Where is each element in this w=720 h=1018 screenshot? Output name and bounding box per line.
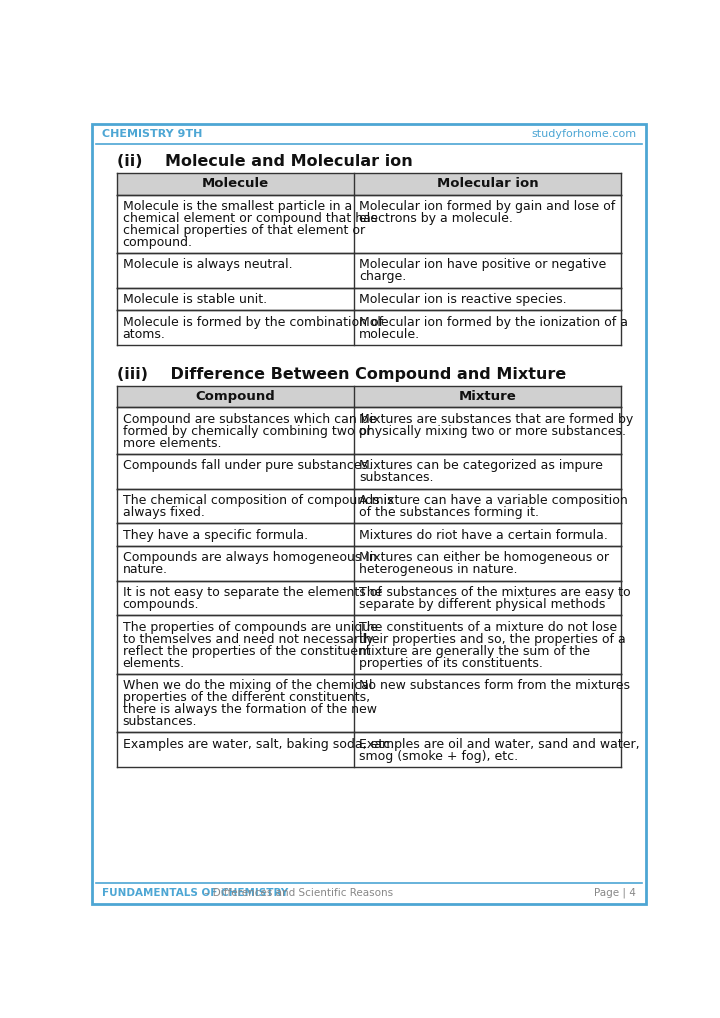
Text: (iii)    Difference Between Compound and Mixture: (iii) Difference Between Compound and Mi…	[117, 366, 567, 382]
Text: more elements.: more elements.	[122, 437, 221, 450]
Text: Molecular ion is reactive species.: Molecular ion is reactive species.	[359, 293, 567, 306]
Text: substances.: substances.	[122, 715, 197, 728]
Text: The chemical composition of compounds is: The chemical composition of compounds is	[122, 494, 393, 507]
Text: Molecule is formed by the combination of: Molecule is formed by the combination of	[122, 316, 382, 329]
Text: mixture are generally the sum of the: mixture are generally the sum of the	[359, 644, 590, 658]
Text: When we do the mixing of the chemical: When we do the mixing of the chemical	[122, 679, 372, 692]
Text: studyforhome.com: studyforhome.com	[531, 129, 636, 139]
Text: charge.: charge.	[359, 271, 407, 283]
Text: Mixture: Mixture	[459, 390, 516, 403]
Text: to themselves and need not necessarily: to themselves and need not necessarily	[122, 632, 373, 645]
Text: substances.: substances.	[359, 471, 434, 485]
Text: compound.: compound.	[122, 236, 192, 248]
Text: Molecule: Molecule	[202, 177, 269, 190]
Text: Molecular ion: Molecular ion	[436, 177, 538, 190]
Text: – Differences and Scientific Reasons: – Differences and Scientific Reasons	[201, 888, 393, 898]
Text: electrons by a molecule.: electrons by a molecule.	[359, 212, 513, 225]
Text: Page | 4: Page | 4	[595, 888, 636, 898]
Text: molecule.: molecule.	[359, 328, 420, 341]
Text: chemical properties of that element or: chemical properties of that element or	[122, 224, 364, 237]
FancyBboxPatch shape	[91, 124, 647, 904]
Text: The constituents of a mixture do not lose: The constituents of a mixture do not los…	[359, 621, 618, 634]
Text: physically mixing two or more substances.: physically mixing two or more substances…	[359, 425, 626, 438]
Text: (ii)    Molecule and Molecular ion: (ii) Molecule and Molecular ion	[117, 154, 413, 169]
Text: Mixtures can either be homogeneous or: Mixtures can either be homogeneous or	[359, 552, 609, 564]
Text: Molecular ion have positive or negative: Molecular ion have positive or negative	[359, 259, 606, 272]
Text: always fixed.: always fixed.	[122, 506, 204, 519]
Text: properties of the different constituents,: properties of the different constituents…	[122, 691, 369, 704]
Text: Molecule is the smallest particle in a: Molecule is the smallest particle in a	[122, 200, 352, 213]
Text: Compound are substances which can be: Compound are substances which can be	[122, 413, 376, 426]
Text: A mixture can have a variable composition: A mixture can have a variable compositio…	[359, 494, 628, 507]
Text: reflect the properties of the constituent: reflect the properties of the constituen…	[122, 644, 370, 658]
Text: No new substances form from the mixtures: No new substances form from the mixtures	[359, 679, 630, 692]
Text: compounds.: compounds.	[122, 598, 199, 611]
Text: heterogeneous in nature.: heterogeneous in nature.	[359, 563, 518, 576]
Bar	[117, 386, 621, 407]
Text: Examples are oil and water, sand and water,: Examples are oil and water, sand and wat…	[359, 738, 640, 751]
Text: nature.: nature.	[122, 563, 168, 576]
Text: their properties and so, the properties of a: their properties and so, the properties …	[359, 632, 626, 645]
Text: atoms.: atoms.	[122, 328, 166, 341]
Text: They have a specific formula.: They have a specific formula.	[122, 528, 307, 542]
Text: elements.: elements.	[122, 657, 184, 670]
Text: Mixtures can be categorized as impure: Mixtures can be categorized as impure	[359, 459, 603, 472]
Text: Compounds are always homogeneous in: Compounds are always homogeneous in	[122, 552, 377, 564]
Text: separate by different physical methods: separate by different physical methods	[359, 598, 606, 611]
Text: smog (smoke + fog), etc.: smog (smoke + fog), etc.	[359, 749, 518, 762]
Text: FUNDAMENTALS OF CHEMISTRY: FUNDAMENTALS OF CHEMISTRY	[102, 888, 288, 898]
Text: of the substances forming it.: of the substances forming it.	[359, 506, 539, 519]
Text: The substances of the mixtures are easy to: The substances of the mixtures are easy …	[359, 586, 631, 599]
Text: there is always the formation of the new: there is always the formation of the new	[122, 703, 377, 716]
Text: The properties of compounds are unique: The properties of compounds are unique	[122, 621, 377, 634]
Text: properties of its constituents.: properties of its constituents.	[359, 657, 543, 670]
Text: Mixtures do riot have a certain formula.: Mixtures do riot have a certain formula.	[359, 528, 608, 542]
Text: formed by chemically combining two or: formed by chemically combining two or	[122, 425, 371, 438]
Text: Molecule is always neutral.: Molecule is always neutral.	[122, 259, 292, 272]
Text: Examples are water, salt, baking soda, etc.: Examples are water, salt, baking soda, e…	[122, 738, 394, 751]
Bar	[117, 173, 621, 194]
Text: chemical element or compound that has: chemical element or compound that has	[122, 212, 377, 225]
Text: Compounds fall under pure substances.: Compounds fall under pure substances.	[122, 459, 372, 472]
Text: It is not easy to separate the elements of: It is not easy to separate the elements …	[122, 586, 382, 599]
Text: Mixtures are substances that are formed by: Mixtures are substances that are formed …	[359, 413, 634, 426]
Text: Molecular ion formed by the ionization of a: Molecular ion formed by the ionization o…	[359, 316, 629, 329]
Text: CHEMISTRY 9TH: CHEMISTRY 9TH	[102, 129, 202, 139]
Text: Compound: Compound	[196, 390, 275, 403]
Text: Molecule is stable unit.: Molecule is stable unit.	[122, 293, 266, 306]
Text: Molecular ion formed by gain and lose of: Molecular ion formed by gain and lose of	[359, 200, 616, 213]
